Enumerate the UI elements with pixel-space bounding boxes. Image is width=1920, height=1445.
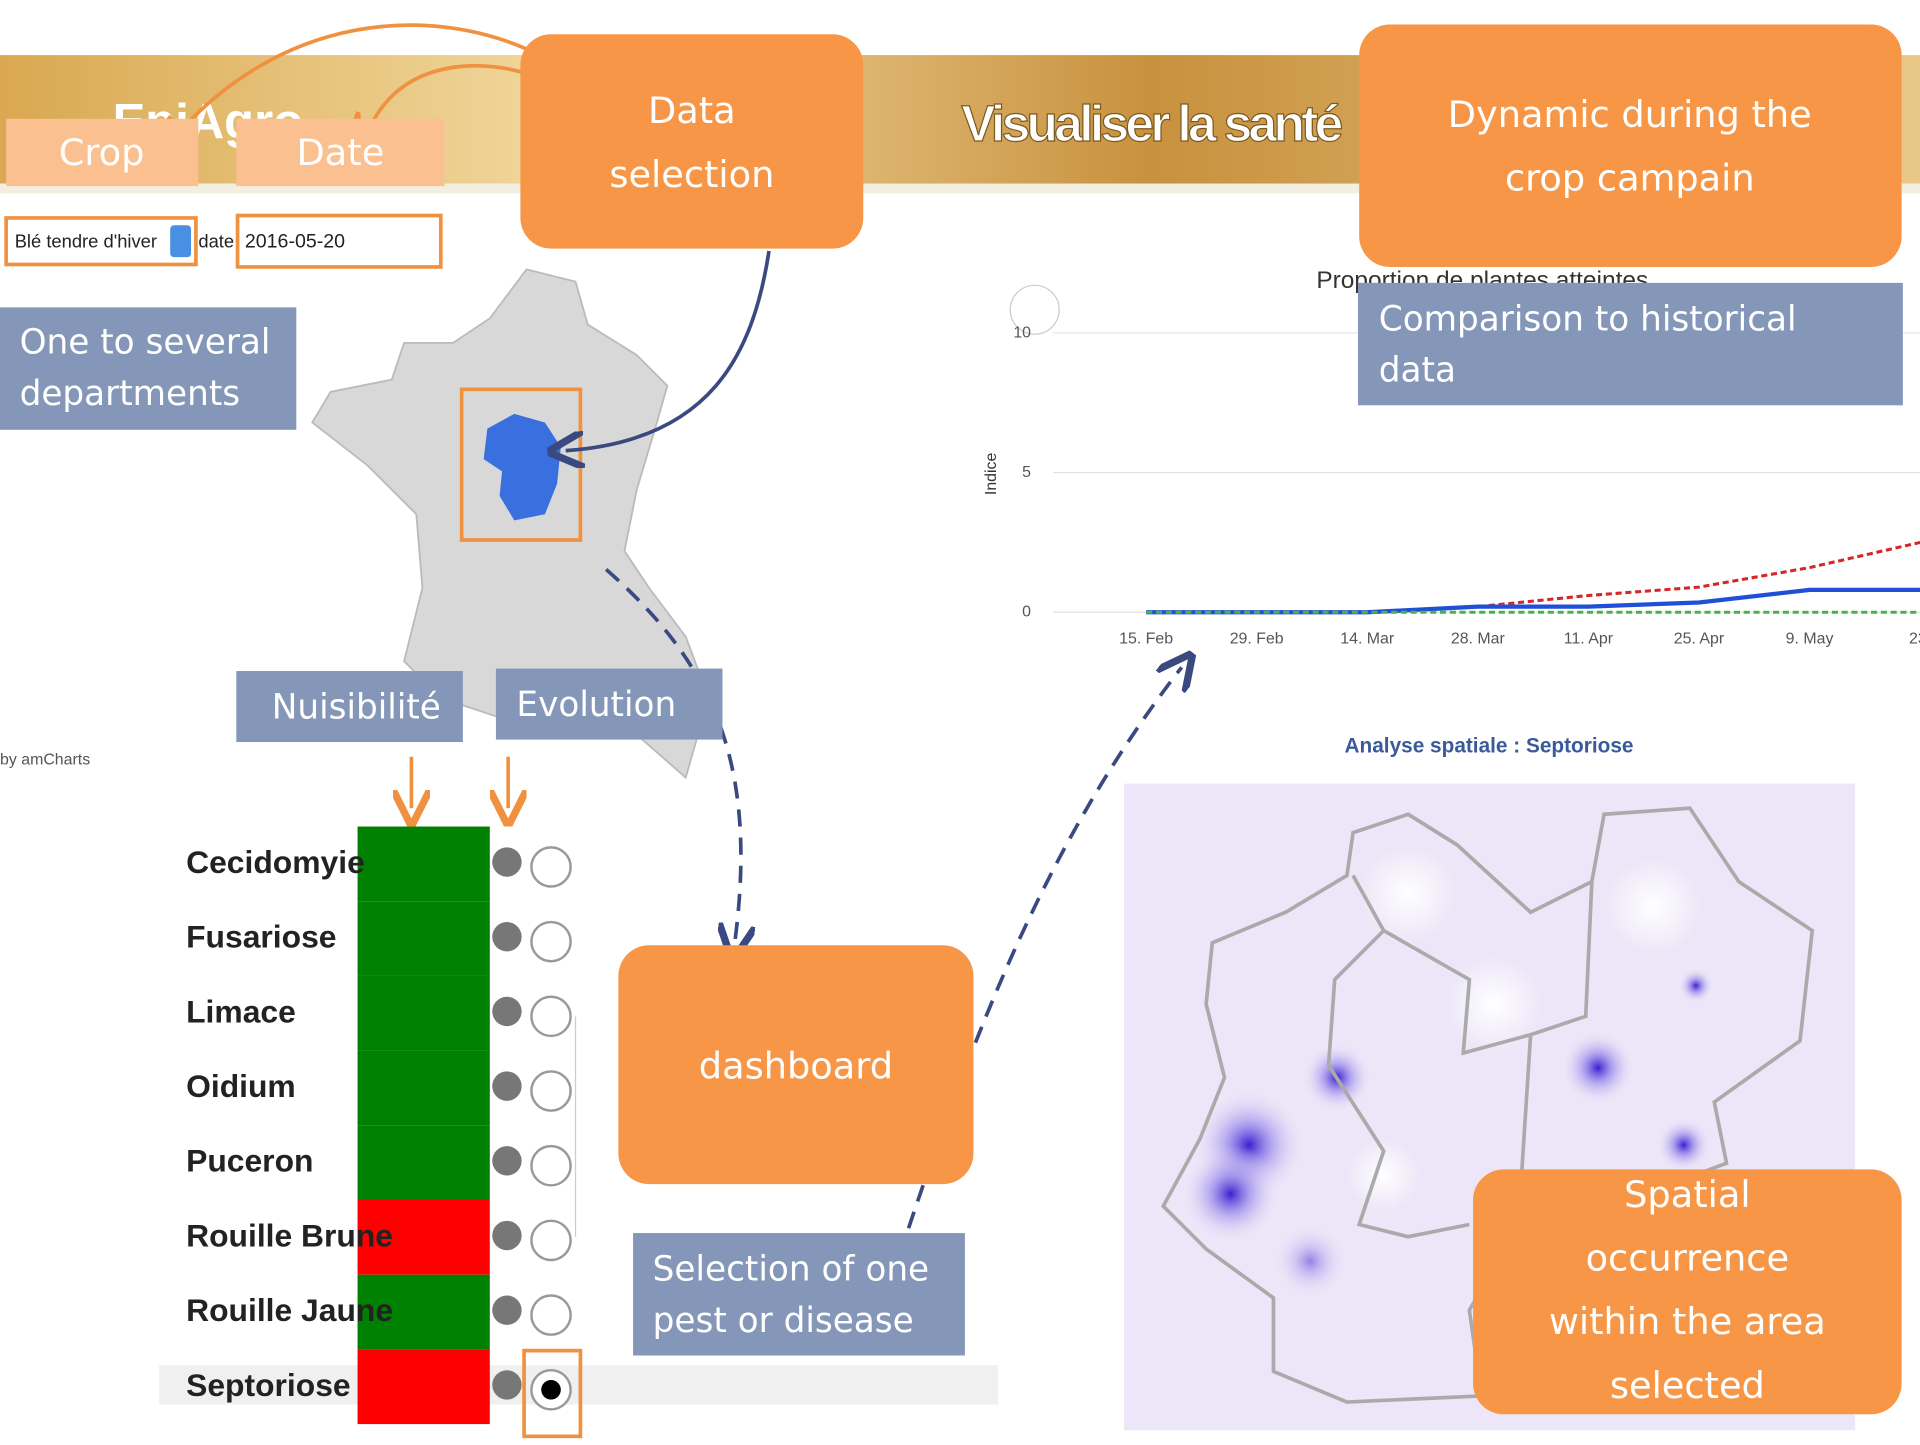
x-tick-label: 29. Feb — [1230, 630, 1284, 647]
x-tick-label: 28. Mar — [1451, 630, 1506, 647]
spatial-3: within the area — [1549, 1300, 1826, 1343]
dynamic-2: crop campain — [1505, 157, 1755, 200]
x-tick-label: 25. Apr — [1674, 630, 1725, 647]
radio[interactable] — [530, 846, 572, 888]
x-tick-label: 9. May — [1786, 630, 1834, 647]
dynamic-1: Dynamic during the — [1448, 93, 1812, 136]
severity-bar — [357, 901, 490, 976]
x-tick-label: 15. Feb — [1119, 630, 1173, 647]
severity-bar — [357, 826, 490, 902]
departments-1: One to several — [20, 323, 271, 363]
nuisibilite-box — [236, 671, 463, 743]
severity-bar — [357, 1050, 490, 1126]
date-input[interactable] — [235, 213, 443, 269]
pest-name: Septoriose — [186, 1367, 351, 1403]
evolution-icon[interactable] — [492, 996, 522, 1027]
severity-bar — [357, 1125, 490, 1200]
date-label-box — [236, 118, 445, 187]
page-title: Visualiser la santé — [961, 94, 1343, 152]
y-tick-label: 5 — [1022, 464, 1031, 481]
radio[interactable] — [530, 1070, 572, 1112]
density — [1181, 844, 1714, 1298]
pest-name: Cecidomyie — [186, 844, 365, 880]
severity-bar — [357, 975, 490, 1051]
severity-bar — [357, 1274, 490, 1350]
radio[interactable] — [530, 920, 572, 963]
date-label: Date — [297, 131, 385, 174]
pest-name: Rouille Jaune — [186, 1292, 393, 1328]
radio-highlight — [522, 1348, 583, 1439]
data-selection-box — [520, 34, 864, 249]
pest-name: Puceron — [186, 1143, 313, 1179]
pest-name: Rouille Brune — [186, 1217, 393, 1253]
evolution-icon[interactable] — [492, 1295, 522, 1325]
evolution-box — [495, 668, 723, 740]
pest-name: Oidium — [186, 1068, 296, 1104]
radio[interactable] — [530, 1219, 572, 1262]
pest-name: Limace — [186, 993, 296, 1029]
evolution-icon[interactable] — [492, 1146, 522, 1176]
spatial-1: Spatial — [1624, 1173, 1750, 1216]
line-chart: Proportion de plantes atteintes Indice 0… — [983, 267, 1920, 647]
departments-box — [0, 307, 297, 430]
departments-2: departments — [20, 374, 241, 414]
selection-2: pest or disease — [653, 1301, 914, 1341]
download-button[interactable] — [1009, 284, 1060, 335]
evolution-label: Evolution — [516, 685, 676, 725]
x-tick-label: 11. Apr — [1564, 630, 1614, 647]
evolution-icon[interactable] — [492, 1370, 522, 1400]
y-axis-label: Indice — [983, 453, 1000, 496]
comparison-2: data — [1379, 351, 1456, 391]
selected-region[interactable] — [483, 413, 561, 521]
crop-value: Blé tendre d'hiver — [15, 230, 157, 251]
dashboard-box — [618, 945, 974, 1185]
select-arrow — [170, 225, 192, 258]
spatial-box — [1473, 1169, 1902, 1415]
radio-dot — [541, 1380, 561, 1400]
spatial-2: occurrence — [1586, 1237, 1790, 1280]
spatial-title: Analyse spatiale : Septoriose — [1345, 734, 1634, 757]
evolution-icon[interactable] — [492, 847, 522, 877]
date-value: 2016-05-20 — [245, 231, 345, 253]
dashboard-label: dashboard — [699, 1044, 893, 1087]
series-line — [1146, 540, 1920, 614]
header-shadow — [0, 183, 1920, 194]
data-selection-2: selection — [609, 153, 774, 196]
x-tick-label: 23. — [1909, 630, 1920, 647]
evolution-icon[interactable] — [492, 1220, 522, 1251]
severity-bar — [357, 1349, 490, 1425]
data-selection-1: Data — [648, 89, 736, 132]
selection-box — [633, 1233, 965, 1356]
date-label: date — [198, 230, 234, 251]
radio[interactable] — [530, 1144, 572, 1187]
evolution-icon[interactable] — [492, 922, 522, 952]
dynamic-box — [1359, 24, 1902, 267]
selection-1: Selection of one — [653, 1250, 929, 1290]
y-tick-label: 10 — [1013, 324, 1031, 341]
crop-select[interactable] — [4, 216, 198, 267]
severity-bar — [357, 1200, 490, 1275]
x-tick-label: 14. Mar — [1340, 630, 1395, 647]
radio[interactable] — [530, 995, 572, 1038]
nuisibilite-label: Nuisibilité — [272, 687, 441, 727]
crop-label: Crop — [59, 131, 145, 174]
evolution-icon[interactable] — [492, 1071, 522, 1101]
y-tick-label: 0 — [1022, 603, 1031, 620]
comparison-box — [1357, 282, 1903, 406]
region-outlines — [1160, 806, 1815, 1404]
credit: by amCharts — [0, 752, 90, 769]
pest-name: Fusariose — [186, 919, 336, 955]
france-map[interactable] — [311, 268, 706, 780]
comparison-1: Comparison to historical — [1379, 299, 1797, 339]
spatial-4: selected — [1610, 1364, 1765, 1407]
radio[interactable] — [530, 1294, 572, 1336]
crop-label-box — [6, 118, 199, 187]
